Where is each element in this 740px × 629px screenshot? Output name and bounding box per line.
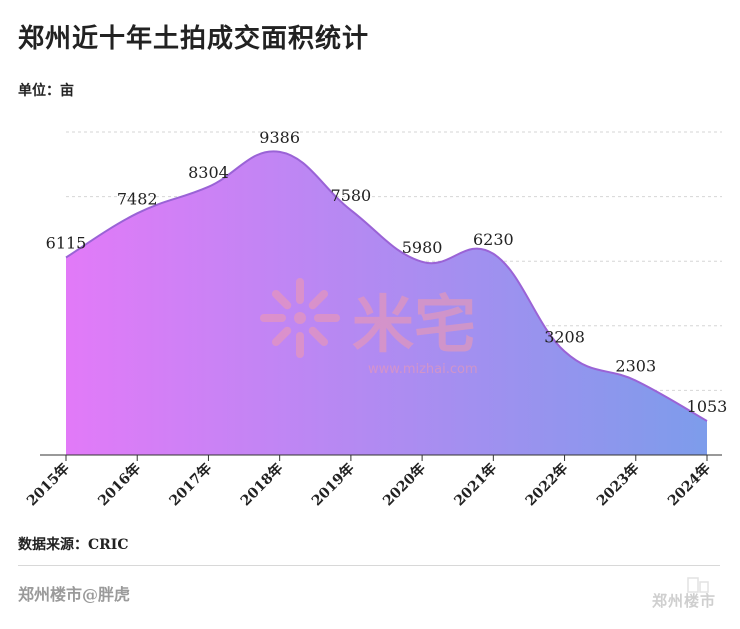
x-tick-label: 2022年 (522, 460, 571, 509)
chart-title: 郑州近十年土拍成交面积统计 (18, 24, 370, 54)
data-label: 9386 (259, 128, 300, 147)
x-tick-label: 2018年 (237, 460, 286, 509)
watermark-text: 米宅 (352, 288, 476, 361)
data-label: 8304 (188, 163, 229, 182)
watermark: 米宅 www.mizhai.com (260, 278, 478, 377)
data-label: 6115 (46, 233, 87, 252)
x-tick-label: 2015年 (23, 460, 72, 509)
x-tick-label: 2024年 (664, 460, 713, 509)
x-tick-label: 2023年 (593, 460, 642, 509)
series-line (65, 150, 708, 422)
data-source: 数据来源：CRIC (18, 537, 129, 553)
x-tick-label: 2016年 (95, 460, 144, 509)
data-label: 3208 (544, 327, 585, 346)
brand-logo-text: 郑州楼市 (651, 592, 716, 610)
data-label: 6230 (473, 230, 514, 249)
data-label: 2303 (615, 357, 656, 376)
author-credit: 郑州楼市@胖虎 (18, 585, 131, 604)
area-fill (66, 151, 707, 455)
x-tick-label: 2021年 (451, 460, 500, 509)
data-label: 1053 (687, 397, 728, 416)
data-label: 7580 (331, 186, 372, 205)
unit-label: 单位：亩 (18, 83, 74, 99)
data-label: 7482 (117, 189, 158, 208)
x-tick-label: 2017年 (166, 460, 215, 509)
brand-building-icon (687, 577, 709, 593)
watermark-logo-icon (260, 278, 340, 358)
area-chart: 米宅 www.mizhai.com 6115 7482 8304 9386 7580 59… (23, 128, 728, 509)
x-tick-label: 2019年 (308, 460, 357, 509)
data-label: 5980 (402, 238, 443, 257)
data-labels: 6115 7482 8304 9386 7580 5980 6230 3208 2303 1053 (46, 128, 728, 416)
footer-divider (18, 565, 720, 566)
x-axis-ticks: 2015年 2016年 2017年 2018年 2019年 2020年 2021年 2022年… (23, 455, 714, 509)
x-tick-label: 2020年 (379, 460, 428, 509)
watermark-url: www.mizhai.com (368, 362, 478, 377)
